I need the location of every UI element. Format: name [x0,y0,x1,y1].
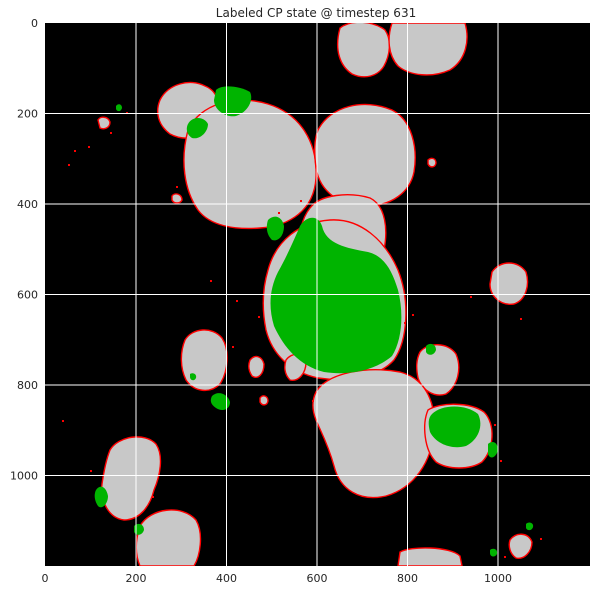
y-tick-label: 200 [17,108,38,121]
labeled-region-left-mid [266,216,284,241]
labeled-region-right-edge [488,442,498,458]
cell-bottom-right-small [508,533,533,559]
labeled-region-lower [210,393,230,410]
labeled-region-top-2 [186,118,208,139]
y-tick-label: 600 [17,289,38,302]
cell-bottom-left [135,509,202,566]
cell-speck-2 [427,157,437,168]
plot-title: Labeled CP state @ timestep 631 [216,6,416,20]
cell-lower-left [101,436,162,521]
labeled-regions [94,86,534,557]
cell-right-mid-small [415,344,460,396]
y-tick-label: 800 [17,379,38,392]
cell-speck-1 [97,116,111,130]
cell-speck-3 [259,395,269,406]
cell-left-mid [180,329,228,391]
y-tick-label: 400 [17,198,38,211]
cell-right-small [489,262,529,305]
cell-bottom-center [397,547,463,566]
labeled-region-right-mid [426,343,436,355]
x-tick-label: 0 [42,572,49,585]
labeled-region-bottom-left [94,486,108,508]
y-tick-label: 0 [31,17,38,30]
boundary-noise [62,112,542,558]
labeled-region-speck-2 [190,373,197,381]
labeled-region-center [270,217,402,374]
y-tick-label: 1000 [10,470,38,483]
cell-speck-4 [171,193,183,204]
labeled-region-top-1 [214,86,252,117]
x-tick-label: 800 [397,572,418,585]
labeled-region-lower-right [428,406,481,448]
cell-mid-tiny-1 [247,355,265,378]
grid [45,23,590,566]
cell-upper-center [313,103,416,207]
x-tick-label: 200 [126,572,147,585]
labeled-region-speck-3 [526,522,534,531]
labeled-region-speck-4 [490,548,498,557]
cell-top-mid [336,23,391,78]
x-axis-ticks: 0 200 400 600 800 1000 [42,572,513,585]
x-tick-label: 600 [307,572,328,585]
x-tick-label: 1000 [484,572,512,585]
cell-top-right [388,23,468,76]
x-tick-label: 400 [216,572,237,585]
labeled-region-speck-1 [116,104,122,112]
cell-lower-center-big [312,369,435,499]
y-axis-ticks: 0 200 400 600 800 1000 [10,17,38,483]
image-area [45,23,590,566]
